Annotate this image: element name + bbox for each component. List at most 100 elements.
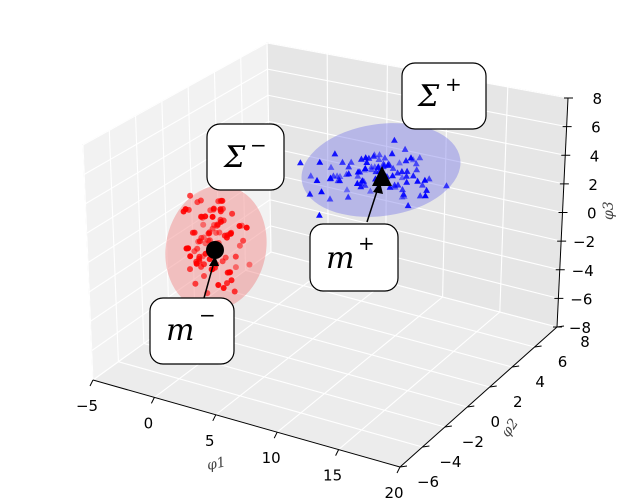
point-negative	[217, 206, 224, 213]
point-positive	[381, 154, 389, 161]
x-tick	[150, 397, 155, 404]
x-tick	[335, 449, 340, 456]
point-negative	[194, 245, 201, 252]
point-positive	[367, 187, 374, 194]
point-negative	[187, 253, 194, 260]
y-tick	[534, 345, 542, 348]
point-negative	[224, 280, 230, 287]
point-positive	[361, 166, 368, 173]
point-positive	[365, 154, 373, 161]
point-negative	[229, 210, 236, 217]
grid-line-x	[215, 281, 386, 416]
x-tick-label: 20	[384, 484, 403, 500]
x-axis-label: φ1	[206, 454, 228, 474]
point-positive	[297, 159, 304, 166]
grid-line-y	[245, 269, 535, 348]
point-positive	[334, 177, 342, 184]
point-positive	[403, 172, 410, 179]
point-positive	[344, 193, 352, 200]
grid-line-z	[85, 94, 269, 205]
point-positive	[380, 160, 387, 167]
point-positive	[388, 150, 396, 157]
y-tick	[422, 445, 430, 448]
point-negative	[209, 213, 216, 220]
point-positive	[407, 154, 415, 161]
x-axis-line	[92, 379, 401, 468]
point-negative	[236, 223, 243, 229]
grid-line-y	[118, 361, 423, 448]
point-positive	[400, 190, 407, 197]
y-tick	[512, 365, 520, 368]
x-tick	[89, 379, 94, 387]
point-positive	[391, 181, 398, 188]
point-negative	[243, 224, 250, 231]
y-tick-label: 6	[558, 353, 568, 371]
z-axis-label: φ3	[601, 201, 617, 220]
point-positive	[419, 181, 426, 188]
annotation-m-minus-base: m	[166, 313, 194, 348]
point-positive	[409, 172, 417, 179]
point-positive	[425, 175, 433, 182]
annotation-sigma-plus-base: Σ	[417, 79, 440, 114]
point-positive	[402, 157, 410, 164]
point-negative	[232, 253, 239, 260]
point-positive	[389, 164, 397, 171]
x-tick	[273, 431, 278, 439]
point-negative	[192, 280, 199, 287]
z-tick-label: −6	[570, 290, 592, 308]
grid-line-z	[83, 68, 268, 175]
annotation-sigma-plus-sup: +	[445, 72, 462, 96]
point-negative	[200, 221, 207, 228]
point-negative	[215, 282, 222, 288]
grid-line-z	[90, 199, 271, 322]
point-negative	[182, 206, 189, 213]
z-tick-label: 6	[591, 119, 601, 137]
annotation-m-plus-base: m	[326, 241, 354, 276]
point-negative	[193, 258, 200, 265]
grid-line-x	[276, 296, 443, 433]
point-positive	[414, 177, 421, 184]
annotation-m-plus-sup: +	[358, 231, 375, 255]
point-negative	[187, 266, 193, 273]
point-negative	[228, 229, 235, 236]
point-negative	[228, 277, 235, 284]
annotation-m-minus: m −	[149, 297, 235, 365]
x-tick-label: 15	[323, 467, 342, 485]
point-positive	[399, 186, 406, 193]
point-negative	[246, 261, 253, 268]
point-positive	[345, 170, 353, 177]
y-axis-label: φ2	[498, 416, 522, 441]
point-positive	[370, 152, 378, 159]
point-positive	[416, 192, 424, 199]
point-positive	[401, 145, 409, 152]
x-tick	[396, 466, 401, 474]
point-positive	[347, 158, 355, 165]
point-positive	[375, 163, 382, 170]
point-positive	[306, 190, 314, 197]
x-tick-label: 0	[144, 414, 154, 432]
point-positive	[403, 178, 411, 185]
grid-line-y	[194, 306, 490, 388]
grid-line-x	[338, 311, 501, 451]
point-positive	[391, 136, 398, 143]
point-positive	[386, 183, 394, 190]
y-tick-label: 2	[513, 393, 523, 411]
z-tick-label: 2	[588, 176, 598, 194]
mean-marker-negative	[206, 241, 224, 259]
point-positive	[412, 160, 420, 167]
point-positive	[353, 179, 361, 186]
point-positive	[363, 158, 371, 165]
point-negative	[224, 269, 231, 276]
point-positive	[413, 166, 421, 173]
point-positive	[307, 172, 315, 179]
z-tick-label: −4	[572, 262, 594, 280]
annotation-m-plus: m +	[309, 223, 399, 292]
annotation-sigma-minus-base: Σ	[223, 140, 246, 175]
point-negative	[215, 198, 222, 205]
point-negative	[236, 242, 243, 249]
mean-marker-positive	[372, 166, 392, 186]
point-negative	[211, 222, 217, 228]
point-negative	[222, 254, 229, 261]
